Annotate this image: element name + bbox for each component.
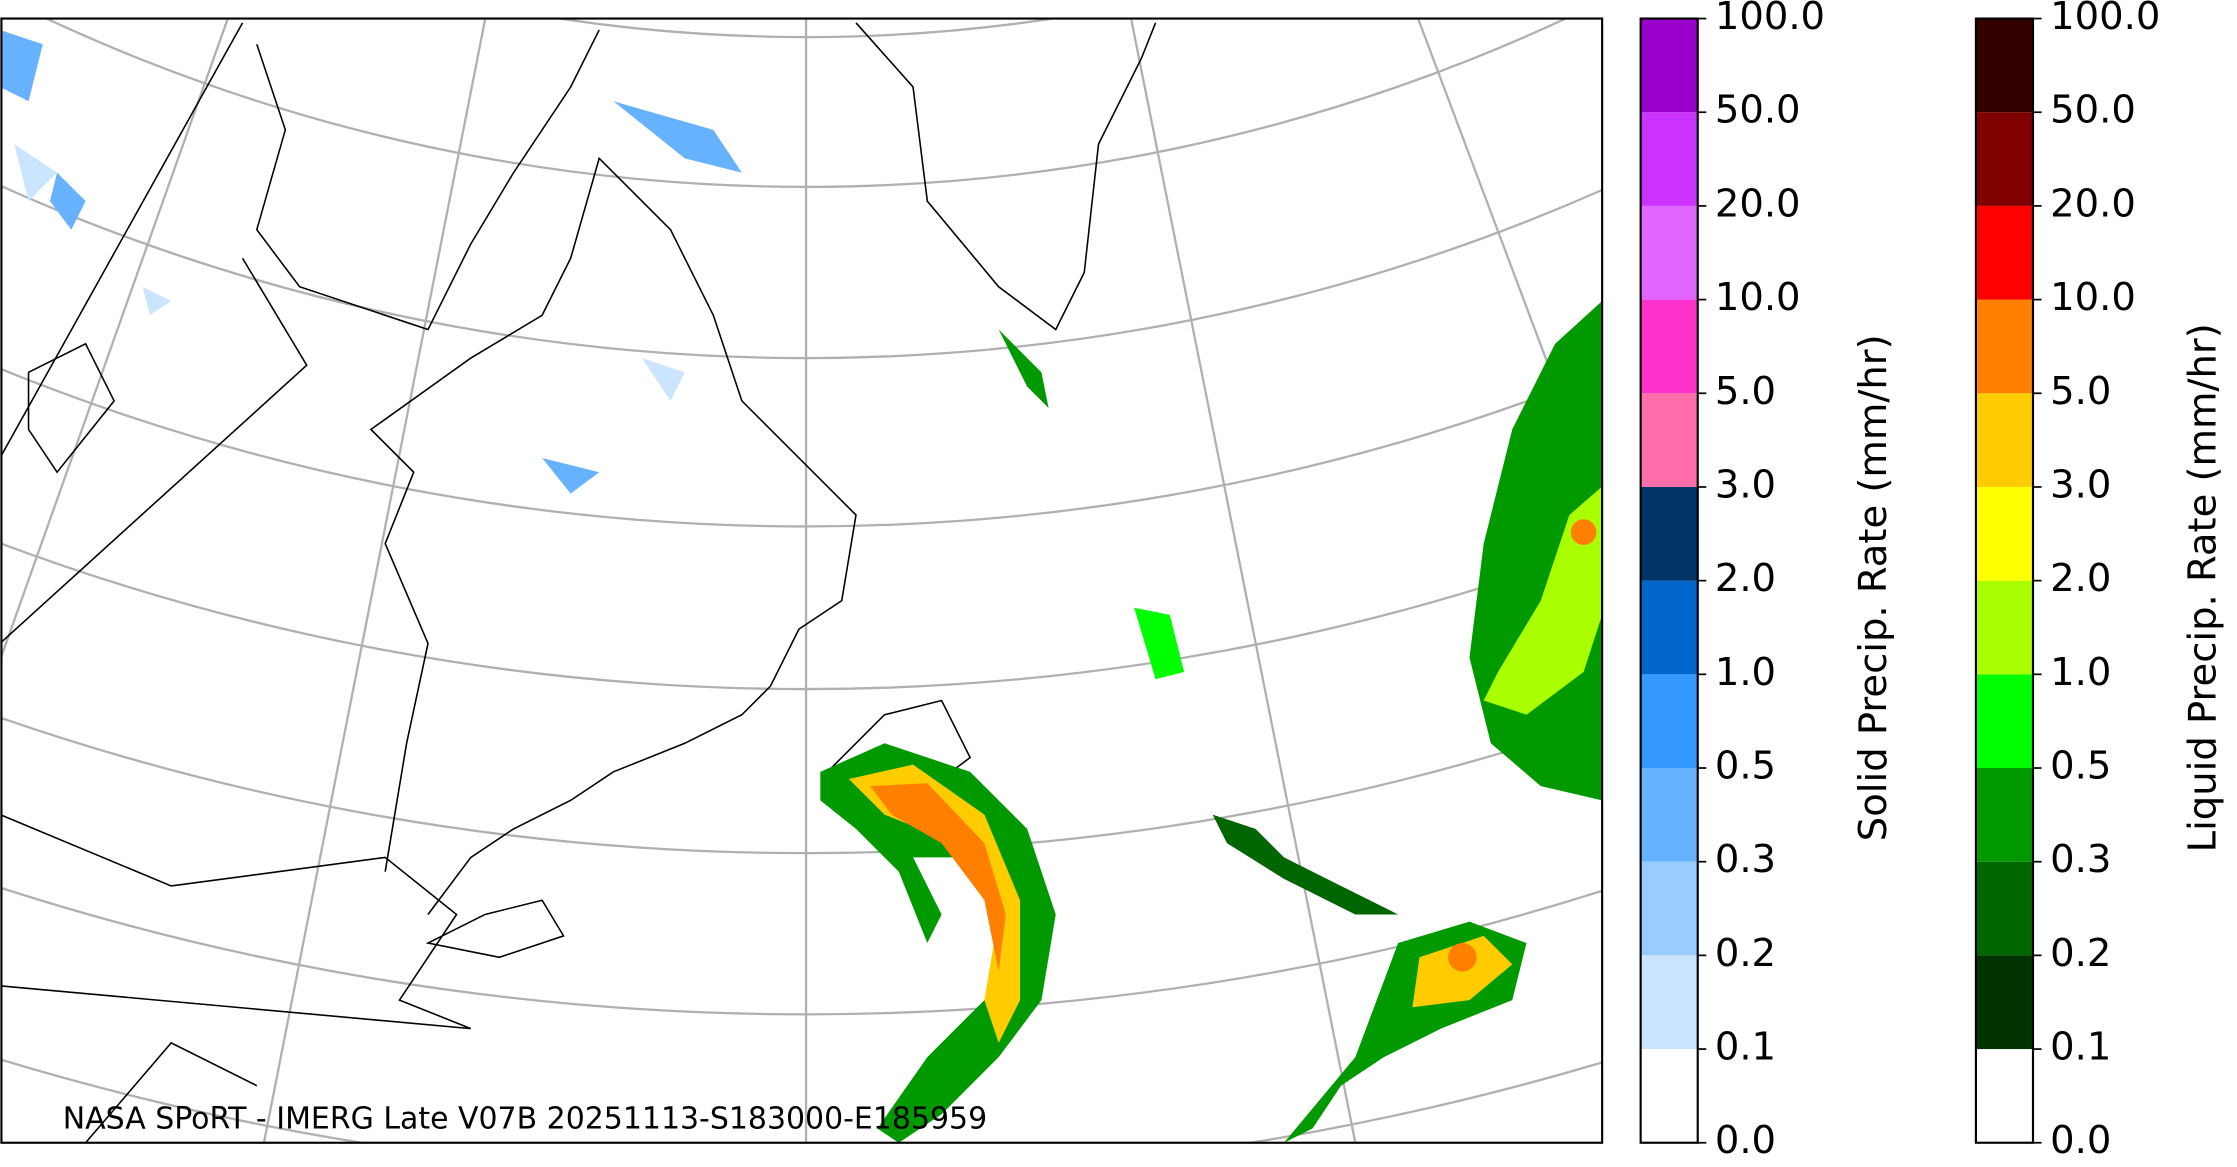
colorbar-tick-label: 2.0	[2050, 556, 2111, 601]
colorbar-tick-label: 0.3	[1715, 837, 1776, 882]
colorbar-label: Solid Precip. Rate (mm/hr)	[1851, 334, 1896, 841]
colorbar-segment	[1640, 486, 1698, 581]
colorbar-segment	[1975, 580, 2033, 675]
colorbar-tick-label: 3.0	[2050, 462, 2111, 507]
coastlines	[1, 22, 1157, 1143]
colorbar-segment	[1640, 580, 1698, 675]
colorbar-segment	[1975, 768, 2033, 862]
colorbar-segment	[1975, 861, 2033, 956]
credit: NASA SPoRT - IMERG Late V07B 20251113-S1…	[63, 1101, 987, 1136]
colorbar-segment	[1975, 486, 2033, 581]
colorbar-tick-label: 0.5	[1715, 744, 1776, 789]
colorbars: 0.0 0.1 0.2 0.3 0.5 1.0 2.0 3.0 5.0 10.0 20.0 50.0 1…	[1639, 0, 2226, 1163]
colorbar-tick-label: 0.1	[2050, 1025, 2111, 1070]
colorbar-segment	[1975, 1049, 2033, 1143]
map-frame	[0, 17, 1604, 1144]
colorbar-tick-label: 0.5	[2050, 744, 2111, 789]
colorbar-tick-label: 2.0	[1715, 556, 1776, 601]
colorbar-tick-label: 0.0	[1715, 1118, 1776, 1163]
colorbar-tick-label: 10.0	[1715, 275, 1801, 320]
colorbar-segment	[1975, 674, 2033, 769]
colorbar-tick-label: 0.0	[2050, 1118, 2111, 1163]
colorbar-segment	[1975, 205, 2033, 300]
colorbar-segment	[1975, 18, 2033, 113]
colorbar-tick-label: 0.3	[2050, 837, 2111, 882]
colorbar-tick-label: 0.2	[1715, 931, 1776, 976]
precipitation	[1, 30, 1603, 1143]
colorbar-tick-label: 100.0	[1715, 0, 1825, 39]
colorbar-segment	[1640, 1049, 1698, 1143]
map-background	[1, 18, 1603, 1143]
colorbar-tick-label: 10.0	[2050, 275, 2136, 320]
colorbar-tick-label: 1.0	[2050, 650, 2111, 695]
colorbar-segment	[1975, 955, 2033, 1050]
colorbar-tick-label: 3.0	[1715, 462, 1776, 507]
colorbar-segment	[1640, 205, 1698, 300]
colorbar-tick-label: 20.0	[1715, 181, 1801, 226]
colorbar-tick-label: 0.1	[1715, 1025, 1776, 1070]
colorbar-segment	[1640, 955, 1698, 1050]
colorbar-tick-label: 50.0	[2050, 88, 2136, 133]
colorbar-segment	[1640, 112, 1698, 206]
colorbar-segment	[1640, 299, 1698, 394]
colorbar-segment	[1975, 299, 2033, 394]
colorbar-tick-label: 5.0	[2050, 369, 2111, 414]
colorbar-tick-label: 5.0	[1715, 369, 1776, 414]
colorbar-segment	[1975, 112, 2033, 206]
colorbar-segment	[1975, 393, 2033, 487]
colorbar-segment	[1640, 674, 1698, 769]
colorbar-segment	[1640, 861, 1698, 956]
colorbar-tick-label: 100.0	[2050, 0, 2160, 39]
colorbar-segment	[1640, 18, 1698, 113]
colorbar-segment	[1640, 393, 1698, 487]
colorbar-label: Liquid Precip. Rate (mm/hr)	[2181, 323, 2226, 852]
colorbar-tick-label: 20.0	[2050, 181, 2136, 226]
colorbar-tick-label: 0.2	[2050, 931, 2111, 976]
colorbar-tick-label: 50.0	[1715, 88, 1801, 133]
colorbar-segment	[1640, 768, 1698, 862]
colorbar-tick-label: 1.0	[1715, 650, 1776, 695]
